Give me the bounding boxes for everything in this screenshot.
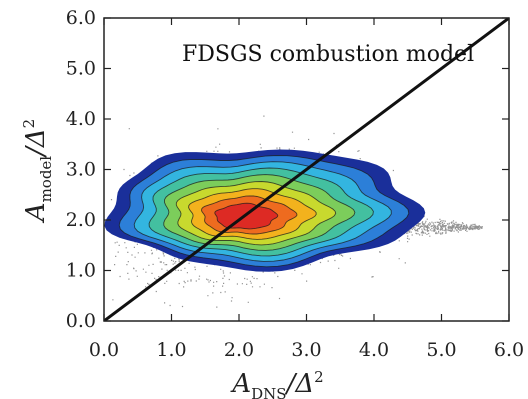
y-tick-label: 5.0 xyxy=(66,58,96,80)
y-label-base: A xyxy=(21,202,51,223)
x-axis-label: ADNS/Δ2 xyxy=(230,368,323,399)
x-label-sup: 2 xyxy=(314,368,324,386)
y-label-sup: 2 xyxy=(20,119,38,129)
y-tick-label: 1.0 xyxy=(66,260,96,282)
x-tick-label: 4.0 xyxy=(359,339,389,361)
y-label-tail: /Δ xyxy=(21,128,51,159)
y-tick-label: 0.0 xyxy=(66,310,96,332)
x-label-sub: DNS xyxy=(251,385,286,399)
x-tick-label: 5.0 xyxy=(426,339,456,361)
x-tick-label: 3.0 xyxy=(291,339,321,361)
y-axis-label: Amodel/Δ2 xyxy=(20,119,55,223)
x-label-tail: /Δ xyxy=(284,369,315,399)
y-label-sub: model xyxy=(37,156,55,203)
x-label-base: A xyxy=(230,369,251,399)
x-tick-label: 1.0 xyxy=(156,339,186,361)
x-tick-label: 6.0 xyxy=(494,339,524,361)
y-tick-label: 6.0 xyxy=(66,7,96,29)
y-tick-label: 2.0 xyxy=(66,209,96,231)
x-tick-label: 0.0 xyxy=(89,339,119,361)
y-tick-label: 3.0 xyxy=(66,159,96,181)
y-tick-label: 4.0 xyxy=(66,108,96,130)
x-tick-label: 2.0 xyxy=(224,339,254,361)
annotation-label: FDSGS combustion model xyxy=(182,42,474,67)
